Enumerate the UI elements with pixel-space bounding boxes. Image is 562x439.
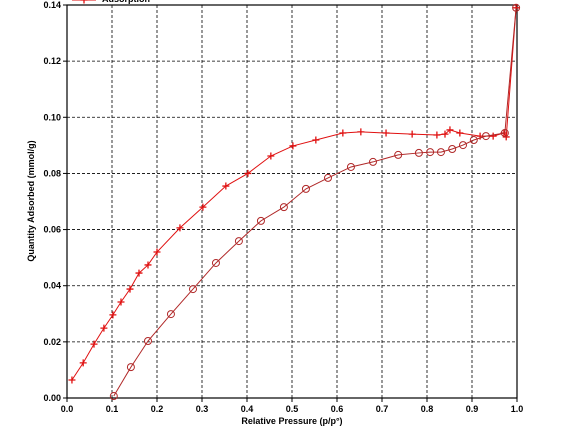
x-axis-label: Relative Pressure (p/p°): [241, 416, 342, 426]
marker: [267, 152, 275, 160]
marker: [256, 216, 265, 225]
marker: [244, 169, 252, 177]
legend-label: Adsorption: [102, 0, 150, 4]
marker: [117, 298, 125, 306]
marker: [126, 285, 134, 293]
marker: [324, 173, 332, 182]
x-tick-label: 0.5: [286, 404, 299, 414]
marker: [109, 311, 117, 319]
marker: [153, 248, 161, 256]
marker: [346, 162, 355, 171]
marker: [312, 136, 320, 144]
marker: [199, 203, 207, 211]
marker: [426, 148, 435, 157]
y-tick-label: 0.00: [43, 393, 61, 403]
marker: [512, 3, 521, 12]
y-tick-label: 0.12: [43, 56, 61, 66]
marker: [481, 132, 490, 141]
legend-marker: [80, 0, 88, 4]
marker: [414, 148, 423, 157]
marker: [446, 126, 454, 134]
marker: [500, 129, 509, 138]
marker: [369, 157, 377, 166]
marker: [189, 285, 197, 294]
marker: [433, 131, 441, 139]
x-tick-label: 0.2: [151, 404, 164, 414]
marker: [144, 337, 152, 346]
x-tick-label: 0.4: [241, 404, 254, 414]
marker: [357, 128, 365, 136]
y-tick-label: 0.08: [43, 168, 61, 178]
marker: [279, 203, 288, 212]
marker: [469, 136, 478, 145]
y-axis-label: Quantity Adsorbed (mmol/g): [26, 140, 36, 261]
x-tick-label: 0.1: [106, 404, 119, 414]
x-tick-label: 1.0: [511, 404, 524, 414]
marker: [166, 310, 175, 319]
marker: [436, 148, 445, 157]
marker: [394, 150, 403, 159]
x-tick-label: 0.9: [466, 404, 479, 414]
marker: [459, 141, 467, 150]
marker: [126, 363, 135, 372]
x-tick-label: 0.8: [421, 404, 434, 414]
marker: [211, 258, 220, 267]
marker: [339, 129, 347, 137]
marker: [408, 130, 416, 138]
marker: [135, 269, 143, 277]
y-tick-label: 0.14: [43, 0, 61, 10]
y-tick-label: 0.04: [43, 281, 61, 291]
marker: [301, 184, 310, 193]
marker: [79, 359, 87, 367]
y-tick-label: 0.06: [43, 225, 61, 235]
marker: [448, 145, 457, 154]
marker: [382, 129, 390, 137]
x-tick-label: 0.6: [331, 404, 344, 414]
marker: [289, 142, 297, 150]
x-tick-label: 0.7: [376, 404, 389, 414]
x-tick-label: 0.0: [61, 404, 74, 414]
x-tick-label: 0.3: [196, 404, 209, 414]
marker: [68, 376, 76, 384]
marker: [144, 261, 152, 269]
marker: [234, 237, 243, 246]
y-tick-label: 0.02: [43, 337, 61, 347]
marker: [441, 130, 449, 138]
plot-frame: [66, 4, 518, 399]
marker: [456, 129, 464, 137]
marker: [502, 133, 510, 141]
marker: [176, 224, 184, 232]
marker: [222, 182, 230, 190]
marker: [90, 340, 98, 348]
marker: [100, 324, 108, 332]
marker: [489, 132, 497, 140]
y-tick-label: 0.10: [43, 112, 61, 122]
marker: [109, 392, 118, 401]
